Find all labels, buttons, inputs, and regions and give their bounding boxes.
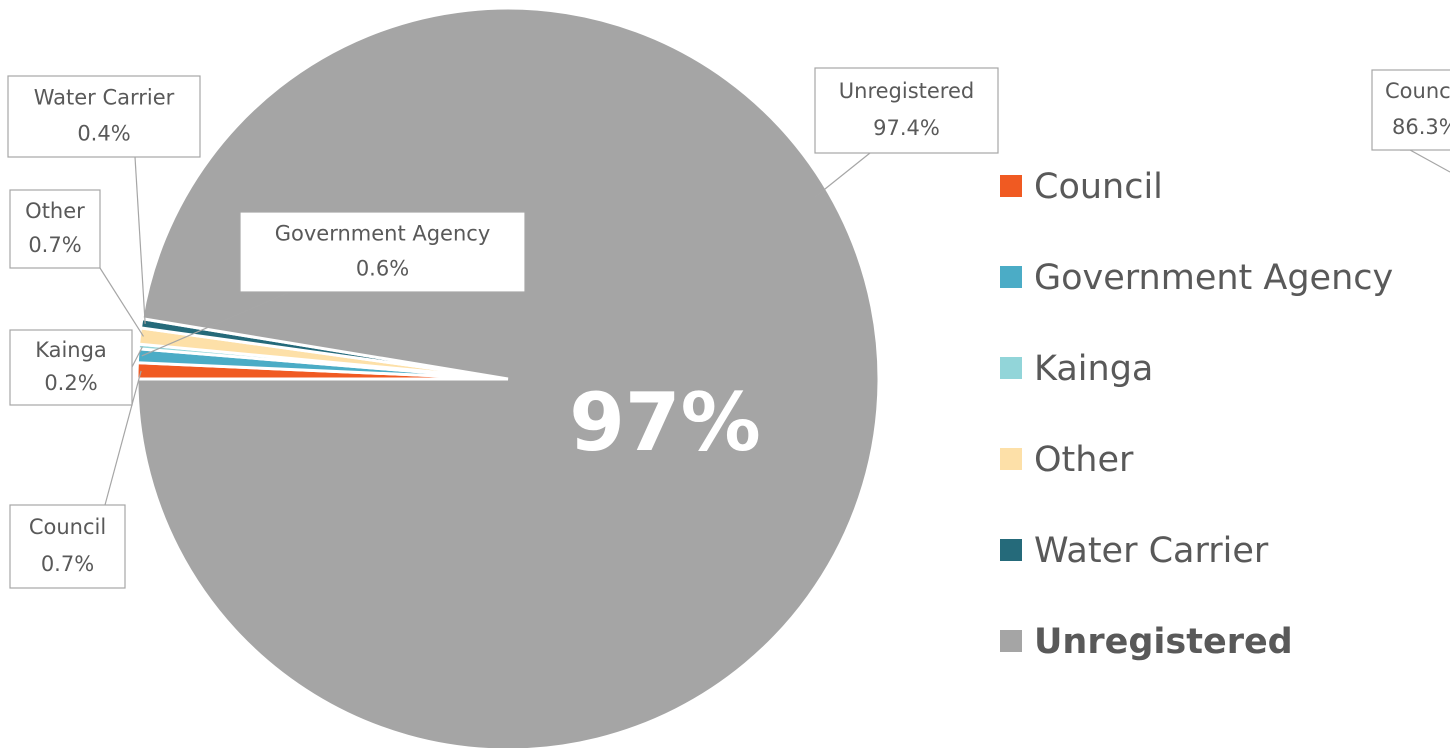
callout-name: Kainga xyxy=(35,338,107,362)
callout-box xyxy=(7,75,201,158)
leader-line xyxy=(131,346,143,368)
legend-swatch xyxy=(1000,175,1022,197)
callout-value: 0.7% xyxy=(28,233,81,257)
leader-line xyxy=(134,156,146,324)
legend-label: Other xyxy=(1034,440,1134,480)
legend-label: Council xyxy=(1034,167,1163,207)
legend-swatch xyxy=(1000,266,1022,288)
pie-slice xyxy=(135,6,881,748)
callout-value: 86.3% xyxy=(1392,115,1450,139)
cropped-callout: Council 86.3% xyxy=(1371,69,1450,173)
callout-box xyxy=(1371,69,1450,151)
callout-name: Unregistered xyxy=(839,79,974,103)
callout-name: Water Carrier xyxy=(34,86,175,110)
callout-name: Council xyxy=(1385,79,1450,103)
callout-box xyxy=(9,189,101,269)
callout-name: Government Agency xyxy=(275,221,491,245)
legend-label: Unregistered xyxy=(1034,622,1293,662)
callout-value: 0.6% xyxy=(356,257,409,281)
callout-value: 0.2% xyxy=(44,371,97,395)
center-label: 97% xyxy=(569,376,760,469)
legend-swatch xyxy=(1000,357,1022,379)
leader-line xyxy=(1400,149,1450,173)
legend-label: Kainga xyxy=(1034,349,1153,389)
legend-label: Government Agency xyxy=(1034,258,1393,298)
callout-box xyxy=(9,329,133,406)
legend-label: Water Carrier xyxy=(1034,531,1269,571)
leader-line xyxy=(99,267,144,337)
callout-value: 97.4% xyxy=(873,116,940,140)
pie xyxy=(135,6,881,748)
callout-value: 0.7% xyxy=(41,552,94,576)
callout-name: Council xyxy=(29,515,106,539)
callout-box xyxy=(814,67,999,154)
legend-swatch xyxy=(1000,539,1022,561)
callout-value: 0.4% xyxy=(77,121,130,145)
leader-line xyxy=(814,152,871,198)
callout-box xyxy=(239,211,526,293)
legend: Council Government Agency Kainga Other Water… xyxy=(1000,167,1393,662)
leader-line xyxy=(141,291,291,357)
legend-swatch xyxy=(1000,448,1022,470)
callout-name: Other xyxy=(25,199,85,223)
callouts: Council 0.7% Government Agency 0.6% Kainga 0.… xyxy=(7,67,999,589)
callout-box xyxy=(9,504,126,589)
leader-line xyxy=(104,370,142,506)
legend-swatch xyxy=(1000,630,1022,652)
